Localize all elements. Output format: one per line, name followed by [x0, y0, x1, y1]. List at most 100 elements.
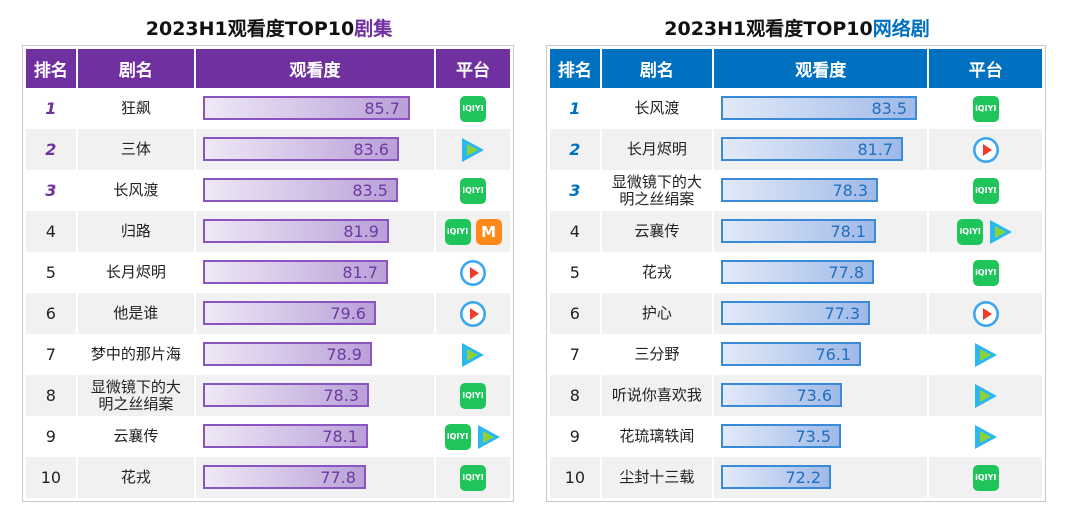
- table-row: 8 显微镜下的大明之丝绢案 78.3 iQIYI: [26, 375, 510, 416]
- column-header: 剧名: [599, 49, 714, 88]
- drama-name: 云襄传: [634, 222, 680, 240]
- rank: 9: [45, 427, 56, 446]
- drama-name: 梦中的那片海: [90, 345, 181, 363]
- column-header: 排名: [26, 49, 77, 88]
- tencent-video-icon: [460, 137, 486, 163]
- rank: 2: [569, 140, 581, 159]
- table-row: 9 云襄传 78.1 iQIYI: [26, 416, 510, 457]
- table-row: 2 长月烬明 81.7: [550, 129, 1042, 170]
- youku-icon: [460, 300, 487, 327]
- column-header: 平台: [927, 49, 1042, 88]
- tencent-video-icon: [973, 424, 999, 450]
- drama-name: 花琉璃轶闻: [619, 427, 695, 445]
- score-value: 78.1: [322, 427, 358, 446]
- rank: 10: [40, 468, 62, 487]
- table-row: 4 云襄传 78.1 iQIYI: [550, 211, 1042, 252]
- score-bar: 73.6: [721, 383, 843, 407]
- table-row: 9 花琉璃轶闻 73.5: [550, 416, 1042, 457]
- table-row: 7 三分野 76.1: [550, 334, 1042, 375]
- table-row: 10 花戎 77.8 iQIYI: [26, 457, 510, 498]
- score-bar: 78.3: [202, 383, 369, 407]
- score-bar: 79.6: [202, 301, 376, 325]
- iqiyi-icon: iQIYI: [957, 218, 984, 245]
- drama-name: 长风渡: [113, 181, 159, 199]
- drama-name: 花戎: [120, 468, 151, 486]
- score-value: 77.3: [824, 304, 861, 323]
- rank: 3: [45, 181, 57, 200]
- tencent-video-icon: [460, 342, 486, 368]
- drama-name: 长风渡: [634, 99, 680, 117]
- rank: 7: [45, 345, 56, 364]
- iqiyi-icon: iQIYI: [972, 259, 999, 286]
- rank: 4: [569, 222, 580, 241]
- score-bar: 78.9: [202, 342, 372, 366]
- youku-icon: [972, 300, 999, 327]
- iqiyi-icon: iQIYI: [460, 382, 487, 409]
- iqiyi-icon: iQIYI: [460, 95, 487, 122]
- score-bar: 81.9: [202, 219, 389, 243]
- table-row: 3 显微镜下的大明之丝绢案 78.3 iQIYI: [550, 170, 1042, 211]
- score-value: 83.5: [352, 181, 388, 200]
- tencent-video-icon: [973, 383, 999, 409]
- drama-name: 云襄传: [113, 427, 159, 445]
- drama-name: 他是谁: [113, 304, 159, 322]
- score-bar: 77.8: [202, 465, 366, 489]
- table-row: 5 花戎 77.8 iQIYI: [550, 252, 1042, 293]
- table-row: 5 长月烬明 81.7: [26, 252, 510, 293]
- title-web-series: 2023H1观看度TOP10网络剧: [664, 18, 930, 40]
- drama-name: 尘封十三载: [619, 468, 695, 486]
- column-header: 排名: [550, 49, 601, 88]
- score-bar: 81.7: [721, 137, 904, 161]
- rank: 8: [569, 386, 580, 405]
- score-bar: 81.7: [202, 260, 388, 284]
- score-value: 76.1: [815, 345, 852, 364]
- rank: 6: [45, 304, 56, 323]
- table-row: 6 他是谁 79.6: [26, 293, 510, 334]
- drama-name: 三体: [120, 140, 151, 158]
- rank: 8: [45, 386, 56, 405]
- iqiyi-icon: iQIYI: [444, 218, 471, 245]
- score-value: 77.8: [828, 263, 865, 282]
- tencent-video-icon: [988, 219, 1014, 245]
- table-row: 6 护心 77.3: [550, 293, 1042, 334]
- rank: 10: [564, 468, 586, 487]
- title-series: 2023H1观看度TOP10剧集: [145, 18, 393, 40]
- score-bar: 77.8: [721, 260, 875, 284]
- table-row: 8 听说你喜欢我 73.6: [550, 375, 1042, 416]
- column-header: 平台: [434, 49, 510, 88]
- score-value: 79.6: [330, 304, 366, 323]
- iqiyi-icon: iQIYI: [972, 464, 999, 491]
- score-bar: 78.1: [202, 424, 368, 448]
- score-value: 78.3: [832, 181, 869, 200]
- table-row: 10 尘封十三载 72.2 iQIYI: [550, 457, 1042, 498]
- score-bar: 83.5: [202, 178, 398, 202]
- score-bar: 83.5: [721, 96, 918, 120]
- drama-name: 显微镜下的大明之丝绢案: [611, 172, 702, 208]
- score-bar: 72.2: [721, 465, 832, 489]
- score-value: 78.3: [323, 386, 359, 405]
- rank: 4: [45, 222, 56, 241]
- column-header: 剧名: [75, 49, 195, 88]
- score-bar: 73.5: [721, 424, 842, 448]
- score-bar: 85.7: [202, 96, 410, 120]
- score-value: 73.5: [795, 427, 832, 446]
- tencent-video-icon: [973, 342, 999, 368]
- score-value: 78.9: [326, 345, 362, 364]
- score-value: 85.7: [364, 99, 400, 118]
- tencent-video-icon: [476, 424, 502, 450]
- iqiyi-icon: iQIYI: [972, 177, 999, 204]
- iqiyi-icon: iQIYI: [972, 95, 999, 122]
- drama-name: 花戎: [641, 263, 672, 281]
- rank: 5: [569, 263, 580, 282]
- table-row: 2 三体 83.6: [26, 129, 510, 170]
- mango-tv-icon: M: [475, 218, 502, 245]
- score-value: 77.8: [320, 468, 356, 487]
- drama-name: 三分野: [634, 345, 680, 363]
- table-row: 3 长风渡 83.5 iQIYI: [26, 170, 510, 211]
- rank: 7: [569, 345, 580, 364]
- score-value: 81.7: [342, 263, 378, 282]
- youku-icon: [460, 259, 487, 286]
- score-bar: 76.1: [721, 342, 862, 366]
- score-bar: 78.3: [721, 178, 879, 202]
- drama-name: 归路: [120, 222, 151, 240]
